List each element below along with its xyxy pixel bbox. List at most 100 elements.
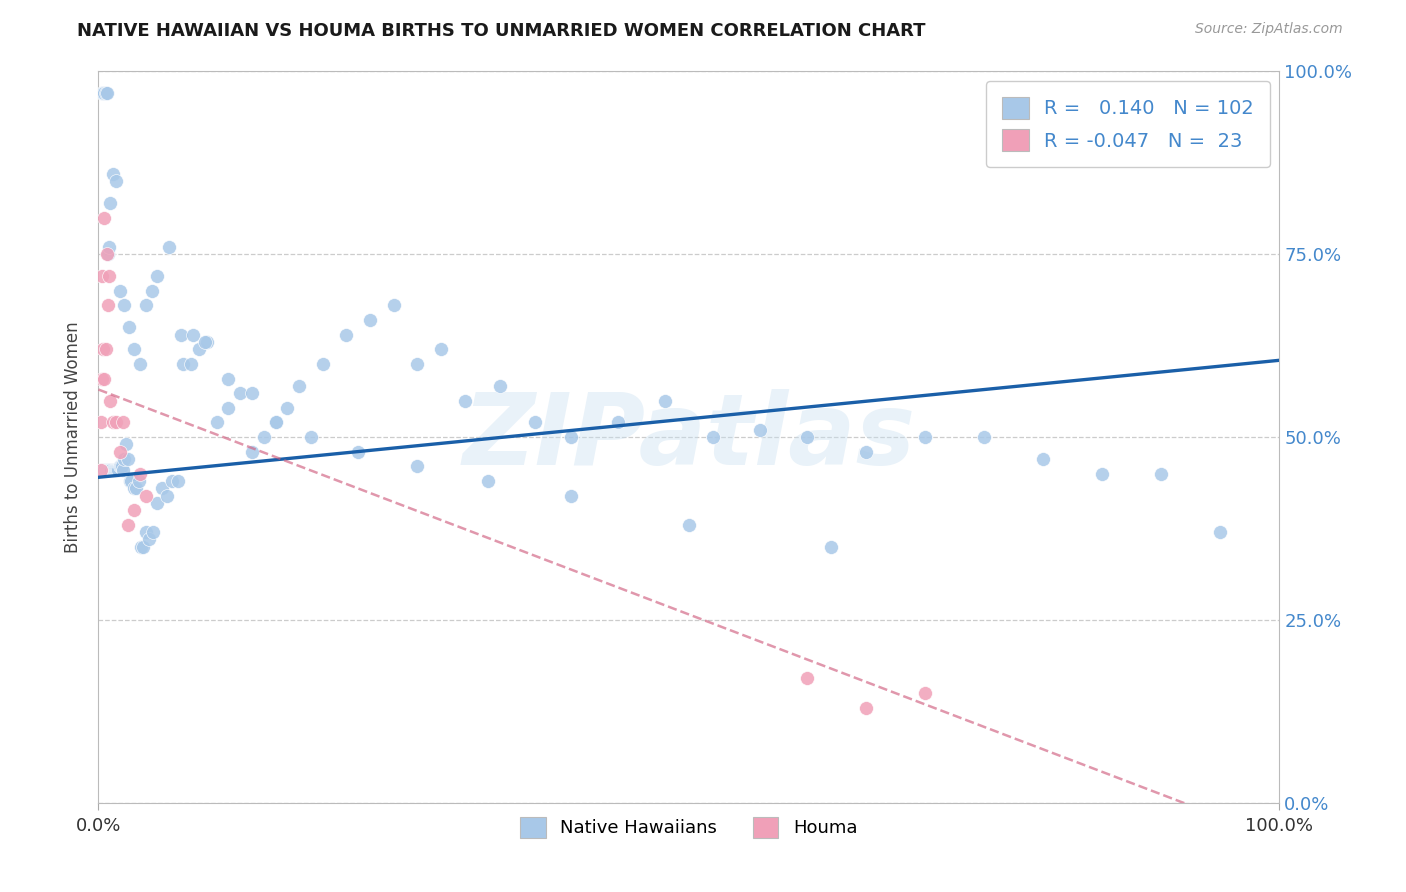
Point [108,444,131,458]
Point [150,481,173,495]
Point [1091,467,1114,481]
Point [453,393,475,408]
Point [93,87,115,101]
Legend: Native Hawaiians, Houma: Native Hawaiians, Houma [509,806,869,848]
Point [135,525,157,540]
Point [128,467,150,481]
Point [560,489,582,503]
Point [359,313,381,327]
Point [1150,467,1173,481]
Point [560,430,582,444]
Point [118,320,141,334]
Point [205,416,228,430]
Point [146,269,169,284]
Point [98,463,121,477]
Point [105,174,128,188]
Point [240,386,263,401]
Point [122,481,145,495]
Point [217,401,239,415]
Point [93,463,115,477]
Point [91,343,114,357]
Point [489,379,512,393]
Point [111,459,134,474]
Point [229,386,252,401]
Point [96,463,118,477]
Point [166,474,188,488]
Point [112,463,135,477]
Point [264,416,287,430]
Point [187,343,209,357]
Point [96,87,118,101]
Point [132,540,155,554]
Point [98,393,121,408]
Point [98,269,121,284]
Point [129,540,152,554]
Point [108,459,131,474]
Text: NATIVE HAWAIIAN VS HOUMA BIRTHS TO UNMARRIED WOMEN CORRELATION CHART: NATIVE HAWAIIAN VS HOUMA BIRTHS TO UNMAR… [77,22,925,40]
Point [107,463,129,477]
Point [141,284,163,298]
Point [299,430,322,444]
Point [138,533,160,547]
Y-axis label: Births to Unmarried Women: Births to Unmarried Women [65,321,83,553]
Point [914,686,936,700]
Point [160,474,183,488]
Point [146,496,169,510]
Point [796,672,818,686]
Point [98,196,121,211]
Point [678,517,700,532]
Point [114,437,136,451]
Point [128,357,150,371]
Point [855,700,877,714]
Point [217,371,239,385]
Point [524,416,547,430]
Point [142,525,165,540]
Point [855,444,877,458]
Point [90,463,112,477]
Point [91,87,114,101]
Point [973,430,995,444]
Point [194,334,217,349]
Point [156,489,179,503]
Point [125,481,148,495]
Point [117,452,139,467]
Point [112,298,135,312]
Point [121,474,143,488]
Point [91,269,114,284]
Point [101,463,124,477]
Point [101,167,124,181]
Point [96,247,118,261]
Point [288,379,311,393]
Point [170,327,193,342]
Point [112,416,135,430]
Point [264,416,287,430]
Point [97,298,120,312]
Point [135,298,157,312]
Point [120,474,142,488]
Point [90,416,112,430]
Text: Source: ZipAtlas.com: Source: ZipAtlas.com [1195,22,1343,37]
Point [382,298,405,312]
Point [477,474,499,488]
Point [276,401,298,415]
Point [748,423,770,437]
Point [253,430,276,444]
Point [91,87,114,101]
Point [91,371,114,385]
Point [98,463,121,477]
Point [406,357,429,371]
Point [1209,525,1232,540]
Point [122,343,145,357]
Point [101,416,124,430]
Point [93,211,115,225]
Point [105,463,128,477]
Point [430,343,453,357]
Point [1032,452,1054,467]
Text: ZIPatlas: ZIPatlas [463,389,915,485]
Point [240,444,263,458]
Point [312,357,335,371]
Point [104,463,127,477]
Point [105,416,128,430]
Point [97,463,120,477]
Point [180,357,202,371]
